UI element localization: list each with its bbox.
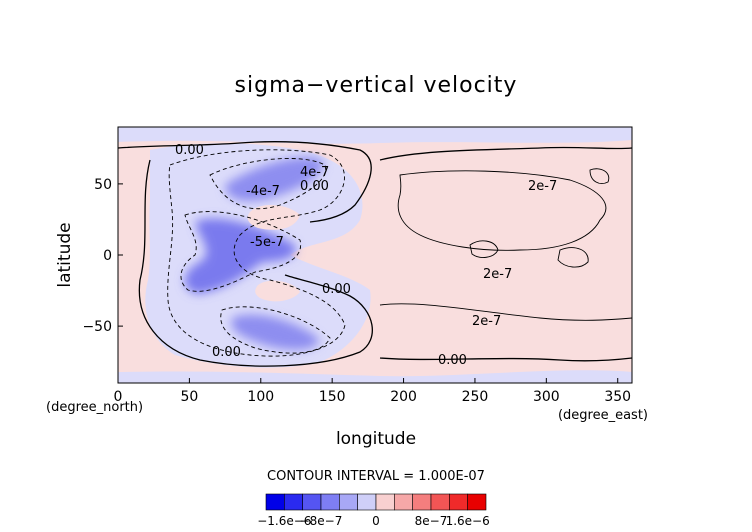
x-tick-label: 200 (390, 389, 417, 405)
colorbar-swatch (449, 493, 468, 511)
descent-core-south (231, 314, 320, 350)
colorbar-label: 1.6e−6 (446, 514, 490, 528)
contour-label: 0.00 (438, 353, 467, 368)
contour-zero-north-east (379, 146, 632, 161)
ascent-pocket-north (247, 204, 300, 230)
x-tick-label: 50 (180, 389, 198, 405)
contour-label: -5e-7 (250, 235, 284, 250)
y-tick-label: 0 (103, 248, 112, 264)
x-tick-label: 350 (604, 389, 631, 405)
contour-label: 0.00 (175, 143, 204, 158)
colorbar (265, 493, 487, 511)
colorbar-label: 8e−7 (415, 514, 448, 528)
contour-small-loop-1 (469, 240, 499, 258)
colorbar-swatch (467, 493, 487, 511)
colorbar-swatch (375, 493, 395, 511)
contour-label: 0.00 (300, 179, 329, 194)
colorbar-swatch (394, 493, 413, 511)
x-axis: 0 50 100 150 200 250 300 350 (114, 378, 631, 405)
y-unit-label: (degree_north) (46, 400, 143, 415)
x-tick-label: 150 (319, 389, 346, 405)
contour-interval-text: CONTOUR INTERVAL = 1.000E-07 (267, 469, 485, 484)
plot-area: 0.00 0.00 0.00 0.00 0.00 2e-7 2e-7 2e-7 … (118, 127, 632, 383)
contour-label: 4e-7 (300, 165, 329, 180)
contour-descent-dash-1 (167, 149, 346, 357)
colorbar-swatch (265, 493, 285, 511)
x-axis-label: longitude (336, 429, 416, 449)
contour-lines (118, 141, 632, 367)
colorbar-swatch (302, 493, 322, 511)
colorbar-swatch (284, 493, 303, 511)
y-tick-label: 50 (94, 177, 112, 193)
contour-label: 2e-7 (472, 314, 501, 329)
colorbar-swatch (430, 493, 450, 511)
colorbar-swatch (412, 493, 432, 511)
contour-zero-north (118, 141, 372, 223)
contour-descent-dash-4 (220, 306, 331, 354)
field-region-polar-north (118, 127, 632, 144)
x-unit-label: (degree_east) (558, 408, 648, 423)
x-tick-label: 100 (247, 389, 274, 405)
colorbar-swatch (339, 493, 358, 511)
colorbar-label: −1.6e−6 (257, 514, 311, 528)
y-tick-label: −50 (82, 319, 112, 335)
contour-small-loop-2 (557, 247, 589, 268)
contour-descent-dash-2 (209, 158, 327, 210)
field-region-polar-south (118, 370, 632, 383)
colorbar-labels: −1.6e−6−8e−7 0 8e−71.6e−6 (257, 514, 490, 528)
x-tick-label: 250 (462, 389, 489, 405)
contour-label: 0.00 (322, 282, 351, 297)
contour-2e7-south (379, 303, 632, 321)
chart-title: sigma−vertical velocity (235, 73, 518, 98)
contour-2e7-east (397, 170, 607, 251)
contour-label: 0.00 (212, 345, 241, 360)
x-tick-label: 300 (533, 389, 560, 405)
colorbar-label: 0 (372, 514, 380, 528)
contour-descent-dash-3 (180, 211, 302, 292)
contour-zero-south (379, 357, 632, 362)
descent-core-central (184, 218, 296, 294)
contour-label: -4e-7 (246, 184, 280, 199)
contour-label: 2e-7 (528, 179, 557, 194)
colorbar-swatch (320, 493, 340, 511)
descent-core-north (225, 157, 324, 202)
colorbar-swatch (357, 493, 377, 511)
contour-label-group: 0.00 0.00 0.00 0.00 0.00 2e-7 2e-7 2e-7 … (175, 143, 557, 368)
contour-zero-west (138, 159, 373, 367)
y-axis-label: latitude (55, 222, 75, 287)
contour-small-loop-3 (589, 168, 610, 184)
ascent-pocket-south (255, 280, 300, 302)
descent-cores (184, 157, 324, 350)
contour-label: 2e-7 (483, 267, 512, 282)
x-tick-label: 0 (114, 389, 123, 405)
y-axis: −50 0 50 (82, 177, 123, 335)
colorbar-label: −8e−7 (300, 514, 343, 528)
